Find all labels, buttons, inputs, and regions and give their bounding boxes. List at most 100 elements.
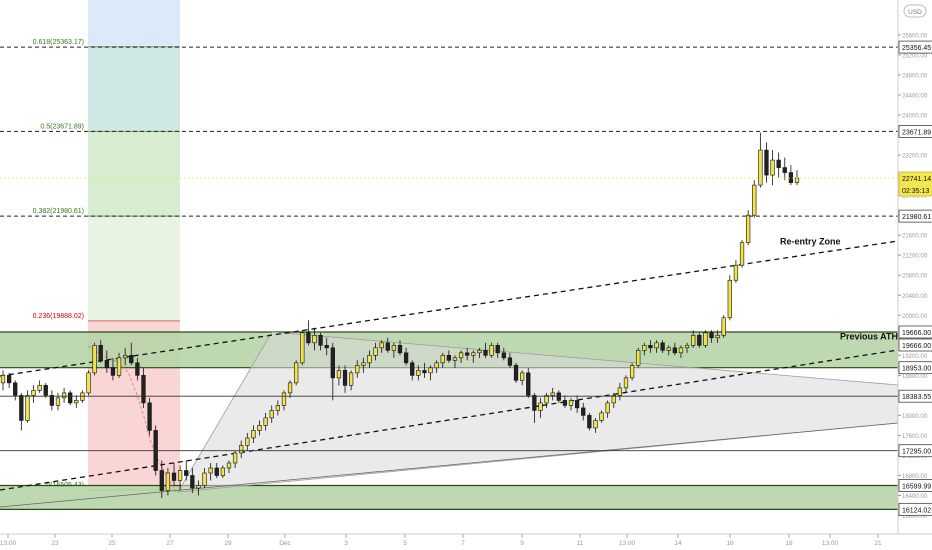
candle-body bbox=[202, 472, 207, 486]
candle-body bbox=[98, 345, 103, 361]
annotation-text: Re-entry Zone bbox=[780, 237, 841, 247]
candle bbox=[202, 467, 207, 489]
candle bbox=[752, 180, 757, 218]
price-tick-label: 20800.00 bbox=[902, 274, 928, 280]
candle bbox=[532, 392, 537, 423]
candle-body bbox=[666, 347, 671, 351]
candle bbox=[92, 342, 97, 376]
time-tick-label: 14 bbox=[674, 540, 682, 547]
candle bbox=[642, 342, 647, 356]
candle bbox=[257, 420, 262, 436]
candle-body bbox=[116, 357, 122, 376]
candle bbox=[739, 240, 745, 268]
level-price-label: 18953.00 bbox=[902, 366, 931, 373]
candle-body bbox=[550, 392, 555, 396]
candle-body bbox=[385, 342, 390, 351]
candle bbox=[385, 337, 390, 353]
candle bbox=[349, 370, 354, 391]
price-tick-label: 20000.00 bbox=[902, 314, 928, 320]
candle bbox=[61, 387, 67, 403]
time-tick-label: 16 bbox=[726, 540, 734, 547]
candle-body bbox=[220, 467, 226, 476]
candle-body bbox=[752, 184, 757, 216]
candle-body bbox=[629, 365, 635, 379]
candle-body bbox=[251, 430, 256, 439]
candle bbox=[782, 157, 787, 181]
fibonacci-layer: 0.618(25363.17) 0.5(23671.89) 0.382(21980.… bbox=[33, 0, 180, 491]
candle-body bbox=[269, 410, 274, 419]
candle-body bbox=[214, 467, 219, 476]
price-axis[interactable]: 25600.00 25200.00 24800.00 24400.00 24000.00… bbox=[897, 0, 932, 550]
fib-level-label: 0.382(21980.61) bbox=[33, 208, 84, 215]
candle bbox=[19, 392, 24, 431]
candle-body bbox=[715, 335, 720, 339]
annotations-layer: Re-entry Zone Previous ATH bbox=[780, 237, 898, 342]
candle-body bbox=[654, 342, 659, 349]
candle bbox=[465, 347, 470, 361]
current-price-label: 22741.14 bbox=[902, 176, 931, 183]
candle bbox=[489, 342, 494, 358]
price-tick-label: 24000.00 bbox=[902, 114, 928, 120]
candle-body bbox=[257, 425, 262, 431]
level-price-label: 19666.00 bbox=[902, 330, 931, 337]
candle bbox=[306, 320, 311, 346]
candle bbox=[312, 327, 317, 351]
candle-body bbox=[544, 395, 549, 404]
candle bbox=[452, 355, 458, 368]
level-price-box bbox=[898, 40, 932, 54]
time-tick-label: 13:00 bbox=[822, 540, 839, 547]
candle-body bbox=[294, 362, 299, 384]
candle bbox=[550, 387, 555, 401]
candle-body bbox=[208, 467, 213, 474]
time-tick-label: 5 bbox=[403, 540, 407, 547]
candle bbox=[654, 340, 659, 353]
candle-body bbox=[74, 400, 79, 404]
candle-body bbox=[397, 345, 403, 354]
price-tick-label: 24800.00 bbox=[902, 73, 928, 79]
candle-body bbox=[587, 415, 592, 429]
candle-body bbox=[574, 400, 580, 409]
candle bbox=[220, 465, 226, 478]
candle bbox=[636, 347, 641, 368]
level-price-label: 25356.45 bbox=[902, 45, 931, 52]
candle-body bbox=[367, 355, 372, 364]
candle-body bbox=[318, 335, 323, 346]
currency-badge[interactable] bbox=[903, 4, 927, 18]
candle-body bbox=[501, 352, 506, 359]
candle-body bbox=[513, 365, 519, 381]
candle bbox=[123, 347, 128, 366]
candle bbox=[373, 342, 378, 361]
support-zone bbox=[0, 485, 898, 510]
candle bbox=[434, 360, 439, 373]
candle-body bbox=[336, 370, 342, 379]
levels-layer bbox=[0, 46, 898, 452]
candle bbox=[703, 330, 708, 348]
candle-body bbox=[184, 470, 189, 476]
candle-body bbox=[593, 420, 598, 429]
time-tick-label: 21 bbox=[874, 540, 882, 547]
candle bbox=[691, 330, 696, 348]
candle bbox=[355, 360, 360, 378]
time-tick-label: 18 bbox=[785, 540, 793, 547]
candle-body bbox=[697, 335, 702, 346]
candle bbox=[648, 340, 653, 353]
candle bbox=[129, 342, 134, 366]
time-axis[interactable]: 13:00 23 25 27 29 Dec 3 5 7 9 11 13:00 14 16 18 13:00 21 bbox=[0, 533, 932, 550]
level-price-label: 17295.00 bbox=[902, 449, 931, 456]
candle bbox=[513, 362, 519, 383]
candle-body bbox=[770, 159, 775, 176]
candle-body bbox=[617, 387, 623, 396]
price-tick-label: 22400.00 bbox=[902, 194, 928, 200]
candle-body bbox=[483, 350, 488, 356]
fib-band bbox=[88, 46, 180, 132]
candle bbox=[86, 370, 91, 396]
candle bbox=[715, 330, 720, 343]
fib-level-label: 0.5(23671.89) bbox=[40, 123, 84, 130]
candle bbox=[733, 260, 739, 283]
level-price-box bbox=[898, 325, 932, 339]
candle-body bbox=[776, 159, 781, 168]
price-tick-label: 16400.00 bbox=[902, 494, 928, 500]
candle-body bbox=[428, 367, 433, 374]
candle-body bbox=[312, 335, 317, 344]
